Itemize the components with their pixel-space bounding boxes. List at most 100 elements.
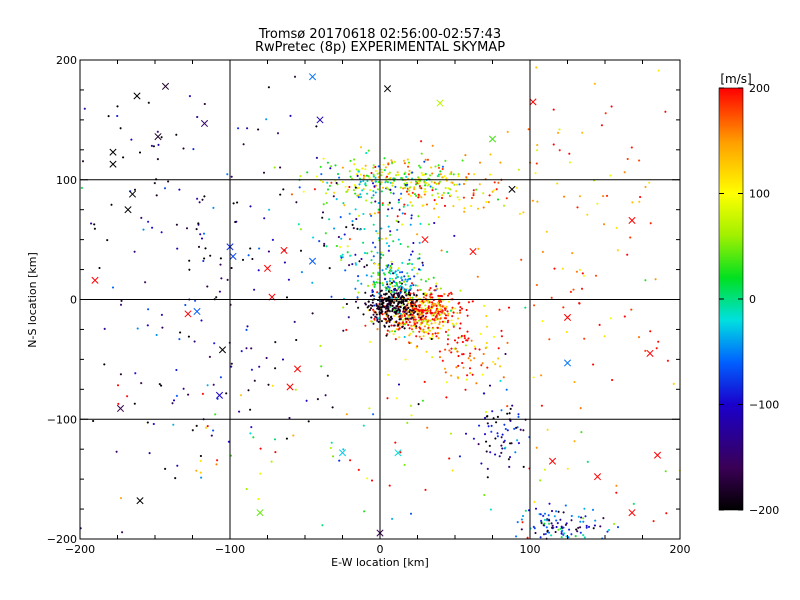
data-point <box>438 166 440 169</box>
data-point <box>215 463 218 466</box>
data-point <box>539 479 542 482</box>
data-point <box>182 147 185 150</box>
data-point <box>370 259 373 262</box>
data-point <box>410 287 412 290</box>
data-point <box>500 451 503 454</box>
data-point <box>548 502 551 505</box>
data-point <box>578 195 581 198</box>
data-point <box>544 512 546 515</box>
data-point <box>216 397 219 400</box>
data-point <box>283 261 286 264</box>
data-point <box>439 317 442 320</box>
data-point <box>387 188 390 191</box>
data-point <box>426 299 429 302</box>
data-point <box>578 268 581 271</box>
data-point <box>592 363 595 366</box>
data-point <box>423 180 426 183</box>
chart-subtitle: RwPretec (8p) EXPERIMENTAL SKYMAP <box>255 40 505 55</box>
data-point <box>395 305 398 308</box>
colorbar-tick-label: −200 <box>749 504 779 517</box>
data-point <box>349 159 352 162</box>
data-point <box>441 197 443 199</box>
data-point <box>543 468 546 471</box>
data-point <box>456 196 459 199</box>
data-point <box>382 254 385 257</box>
data-point <box>418 185 421 188</box>
data-point <box>565 331 568 333</box>
data-point <box>212 206 215 209</box>
data-point <box>606 194 608 197</box>
data-point <box>319 344 322 347</box>
data-point <box>547 514 550 517</box>
data-point <box>380 300 383 303</box>
data-point <box>513 427 516 430</box>
data-point <box>402 310 405 313</box>
data-point <box>402 319 405 322</box>
data-point <box>397 328 400 331</box>
data-point <box>417 316 420 319</box>
data-point <box>194 299 197 302</box>
data-point <box>411 268 414 271</box>
data-point <box>315 125 318 128</box>
data-point <box>136 327 139 330</box>
data-point <box>333 191 336 194</box>
data-point <box>146 324 149 327</box>
data-point <box>397 311 400 314</box>
data-point <box>372 322 375 325</box>
data-point <box>423 300 426 303</box>
data-point <box>252 436 255 439</box>
data-point <box>340 256 343 259</box>
data-point <box>457 173 460 176</box>
data-point <box>342 306 345 309</box>
data-point <box>404 184 407 186</box>
data-point <box>387 173 390 175</box>
data-point <box>410 317 413 320</box>
data-point <box>478 424 481 427</box>
data-point <box>401 326 404 328</box>
data-point <box>411 313 414 316</box>
data-point <box>454 307 457 310</box>
data-point <box>541 320 544 323</box>
data-point <box>442 311 445 314</box>
data-point <box>354 192 357 195</box>
data-point <box>392 291 395 294</box>
data-point <box>372 255 375 258</box>
data-point <box>267 250 270 253</box>
data-point <box>613 522 616 525</box>
data-point <box>405 308 408 311</box>
data-point <box>430 303 433 306</box>
data-point <box>377 308 380 311</box>
data-point <box>387 373 390 376</box>
data-point <box>426 323 428 325</box>
x-tick-label: −100 <box>215 543 245 556</box>
data-point <box>383 169 386 172</box>
data-point <box>384 318 387 321</box>
data-point <box>520 258 523 261</box>
data-point <box>445 381 448 384</box>
data-point <box>142 228 145 231</box>
data-point <box>454 339 456 342</box>
data-point <box>604 112 607 115</box>
data-point <box>420 321 423 324</box>
x-marker <box>488 135 497 143</box>
data-point <box>579 526 582 529</box>
data-point <box>561 529 564 532</box>
data-point <box>372 166 375 169</box>
data-point <box>544 518 546 521</box>
data-point <box>230 175 233 178</box>
data-point <box>331 406 334 409</box>
data-point <box>515 186 518 189</box>
data-point <box>400 296 403 299</box>
data-point <box>447 294 449 297</box>
data-point <box>300 249 302 252</box>
data-point <box>520 528 523 531</box>
data-point <box>371 291 374 294</box>
data-point <box>382 305 384 307</box>
data-point <box>247 254 250 257</box>
data-point <box>427 326 430 329</box>
data-point <box>424 488 427 491</box>
data-point <box>404 171 407 174</box>
data-point <box>563 195 566 198</box>
data-point <box>405 175 408 178</box>
data-point <box>391 285 394 288</box>
